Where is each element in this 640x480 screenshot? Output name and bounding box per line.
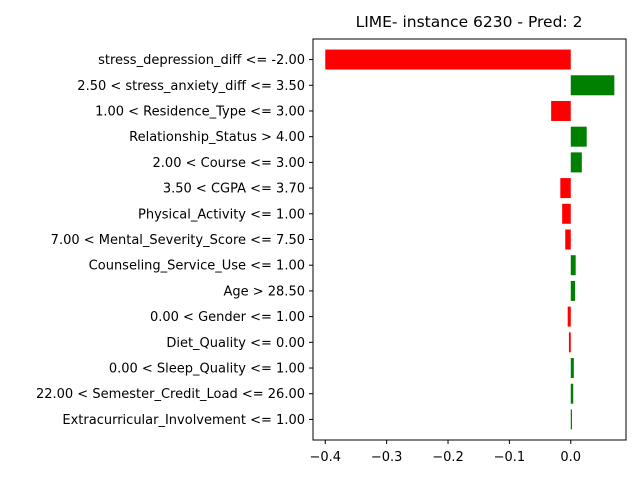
x-tick-label: −0.2 (432, 450, 464, 465)
bar-3 (570, 126, 587, 147)
y-tick-label: Diet_Quality <= 0.00 (166, 336, 305, 351)
y-tick-label: stress_depression_diff <= -2.00 (98, 53, 305, 68)
bar-4 (570, 152, 582, 173)
x-tick-label: −0.4 (309, 450, 341, 465)
y-tick-label: Counseling_Service_Use <= 1.00 (89, 259, 305, 274)
y-tick-label: 3.50 < CGPA <= 3.70 (163, 182, 305, 197)
x-tick-label: −0.1 (494, 450, 526, 465)
x-tick-label: −0.3 (371, 450, 403, 465)
y-tick-label: 22.00 < Semester_Credit_Load <= 26.00 (36, 387, 305, 402)
bar-9 (570, 280, 576, 301)
y-tick-label: 7.00 < Mental_Severity_Score <= 7.50 (51, 233, 305, 248)
x-tick-label: 0.0 (560, 450, 581, 465)
bar-0 (325, 49, 571, 70)
bar-5 (560, 178, 571, 199)
bar-12 (570, 358, 574, 379)
x-ticks: −0.4 −0.3 −0.2 −0.1 0.0 (309, 440, 581, 465)
y-tick-label: 1.00 < Residence_Type <= 3.00 (95, 104, 305, 119)
y-tick-label: 0.00 < Gender <= 1.00 (150, 310, 305, 325)
y-tick-label: Physical_Activity <= 1.00 (138, 207, 305, 222)
bar-10 (567, 306, 571, 327)
chart-title: LIME- instance 6230 - Pred: 2 (356, 13, 583, 31)
y-tick-label: 0.00 < Sleep_Quality <= 1.00 (109, 362, 305, 377)
bar-1 (570, 75, 615, 96)
bars-group (325, 49, 615, 430)
y-tick-labels: stress_depression_diff <= -2.00 2.50 < st… (36, 53, 313, 428)
y-tick-label: 2.50 < stress_anxiety_diff <= 3.50 (77, 79, 305, 94)
y-tick-label: Extracurricular_Involvement <= 1.00 (62, 413, 305, 428)
bar-2 (551, 100, 571, 121)
bar-8 (570, 255, 576, 276)
bar-11 (568, 332, 571, 353)
bar-14 (570, 409, 572, 430)
y-tick-label: 2.00 < Course <= 3.00 (153, 156, 305, 171)
bar-13 (570, 383, 574, 404)
plot-frame (312, 38, 627, 441)
bar-7 (565, 229, 571, 250)
bar-6 (562, 203, 571, 224)
y-tick-label: Age > 28.50 (223, 284, 305, 299)
y-tick-label: Relationship_Status > 4.00 (129, 130, 305, 145)
